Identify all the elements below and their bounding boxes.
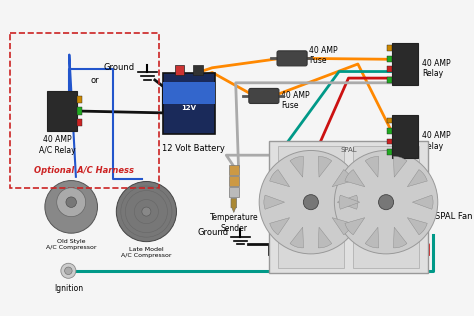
Circle shape (61, 263, 76, 278)
FancyBboxPatch shape (249, 88, 279, 103)
Wedge shape (412, 195, 433, 209)
Text: Old Style
A/C Compressor: Old Style A/C Compressor (46, 239, 96, 250)
Wedge shape (407, 218, 427, 235)
Circle shape (57, 188, 86, 217)
Wedge shape (290, 227, 303, 248)
Circle shape (303, 195, 319, 210)
Text: Temperature
Sender: Temperature Sender (210, 213, 258, 233)
FancyBboxPatch shape (163, 73, 215, 134)
Wedge shape (270, 218, 290, 235)
Text: 12 Volt Battery: 12 Volt Battery (162, 144, 225, 153)
Circle shape (64, 267, 72, 275)
Wedge shape (365, 227, 379, 248)
Text: Ground: Ground (197, 228, 228, 237)
Wedge shape (345, 170, 365, 187)
Wedge shape (270, 170, 290, 187)
Bar (9, 33, 159, 188)
Text: 40 AMP
Relay: 40 AMP Relay (422, 59, 450, 78)
Bar (77, 107, 82, 115)
Wedge shape (318, 156, 332, 177)
Text: SPAL Fan: SPAL Fan (435, 212, 473, 221)
Text: 12V: 12V (181, 105, 196, 111)
Wedge shape (318, 227, 332, 248)
Circle shape (259, 150, 363, 254)
FancyBboxPatch shape (392, 43, 418, 85)
Text: 40 AMP
Fuse: 40 AMP Fuse (309, 46, 337, 65)
Bar (387, 128, 392, 134)
FancyBboxPatch shape (392, 115, 418, 158)
Circle shape (66, 197, 76, 207)
Wedge shape (264, 195, 284, 209)
Text: SPAL: SPAL (340, 148, 357, 154)
Wedge shape (332, 218, 352, 235)
Wedge shape (332, 170, 352, 187)
Bar (269, 141, 428, 273)
Circle shape (116, 181, 176, 242)
Bar (77, 96, 82, 103)
Text: Optional A/C Harness: Optional A/C Harness (34, 166, 134, 175)
Wedge shape (393, 156, 407, 177)
Text: 40 AMP
Relay: 40 AMP Relay (422, 131, 450, 151)
Bar (387, 118, 392, 123)
Text: Late Model
A/C Compressor: Late Model A/C Compressor (121, 247, 172, 258)
Bar (353, 146, 419, 268)
Circle shape (142, 207, 151, 216)
FancyArrow shape (231, 198, 237, 213)
Text: 40 AMP
Fuse: 40 AMP Fuse (281, 91, 310, 110)
Wedge shape (290, 156, 303, 177)
Text: Ground: Ground (104, 63, 135, 72)
Bar (229, 176, 238, 186)
Text: Ignition: Ignition (54, 284, 83, 293)
Bar (193, 65, 203, 75)
Wedge shape (407, 170, 427, 187)
Wedge shape (337, 195, 358, 209)
Bar (387, 77, 392, 83)
Wedge shape (339, 195, 360, 209)
Bar (278, 146, 344, 268)
Circle shape (334, 150, 438, 254)
Wedge shape (345, 218, 365, 235)
Bar (387, 139, 392, 144)
Text: or: or (91, 76, 99, 85)
Bar (174, 65, 184, 75)
Text: 40 AMP
A/C Relay: 40 AMP A/C Relay (39, 136, 75, 155)
Bar (387, 149, 392, 155)
Bar (387, 66, 392, 72)
Bar (387, 56, 392, 62)
Bar (387, 45, 392, 51)
FancyBboxPatch shape (47, 91, 77, 131)
Wedge shape (365, 156, 379, 177)
Wedge shape (393, 227, 407, 248)
Bar (229, 165, 238, 175)
Bar (229, 187, 238, 198)
Circle shape (45, 180, 98, 233)
FancyBboxPatch shape (277, 51, 307, 66)
Bar (163, 82, 215, 104)
Bar (77, 118, 82, 126)
Circle shape (379, 195, 393, 210)
